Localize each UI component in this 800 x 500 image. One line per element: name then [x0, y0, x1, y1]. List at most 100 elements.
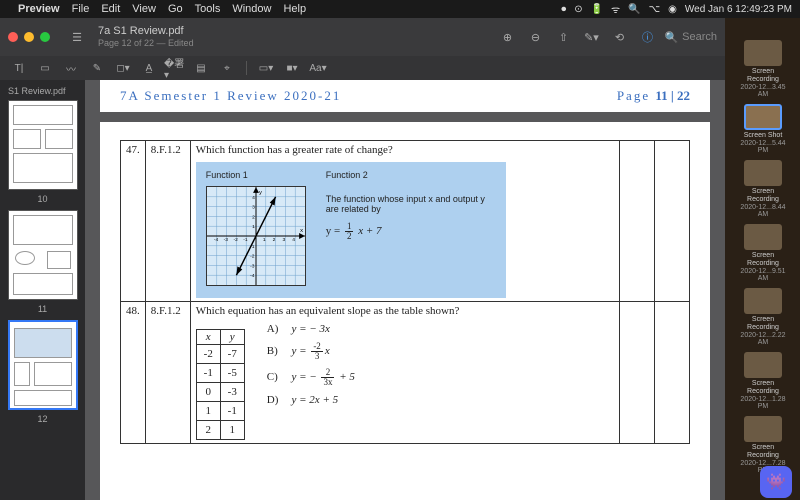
question-prompt: Which equation has an equivalent slope a…	[196, 305, 614, 317]
fullscreen-icon[interactable]	[40, 32, 50, 42]
svg-text:-4: -4	[214, 237, 219, 243]
svg-text:2: 2	[272, 237, 275, 243]
sidebar-title: S1 Review.pdf	[4, 84, 81, 100]
standard-code: 8.F.1.2	[145, 302, 190, 444]
fill-color-icon[interactable]: ■▾	[281, 59, 303, 77]
page-header-right-label: Page	[617, 88, 650, 103]
question-number: 47.	[121, 141, 146, 302]
svg-text:-2: -2	[250, 254, 255, 260]
loupe-icon[interactable]: ⌖	[216, 59, 238, 77]
menu-tools[interactable]: Tools	[195, 3, 221, 15]
svg-text:2: 2	[252, 214, 255, 220]
highlight-icon[interactable]: ✎▾	[580, 26, 602, 48]
function-label: Function 1	[206, 170, 306, 180]
svg-text:3: 3	[282, 237, 285, 243]
markup-icon[interactable]: ⓘ	[636, 26, 658, 48]
page-thumbnail[interactable]	[8, 210, 78, 300]
text-select-icon[interactable]: T|	[8, 59, 30, 77]
svg-text:4: 4	[252, 195, 255, 201]
page-thumbnail[interactable]	[8, 100, 78, 190]
font-style-icon[interactable]: Aa▾	[307, 59, 329, 77]
search-input[interactable]: Search	[682, 31, 717, 43]
menu-help[interactable]: Help	[283, 3, 306, 15]
draw-icon[interactable]: ✎	[86, 59, 108, 77]
window-title: 7a S1 Review.pdf	[98, 25, 194, 37]
menu-file[interactable]: File	[72, 3, 90, 15]
svg-text:-3: -3	[223, 237, 228, 243]
svg-text:4: 4	[292, 237, 295, 243]
spotlight-icon[interactable]: 🔍	[628, 4, 640, 15]
svg-text:y: y	[259, 190, 262, 196]
desktop-icons: Screen Recording2020-12...3.45 AM Screen…	[728, 40, 798, 474]
sidebar-toggle-icon[interactable]: ☰	[66, 26, 88, 48]
data-table: xy -2-7 -1-5 0-3 1-1 21	[196, 329, 245, 440]
desktop-file[interactable]: Screen Recording2020-12...2.22 AM	[739, 288, 787, 346]
zoom-out-icon[interactable]: ⊖	[524, 26, 546, 48]
menu-extra-icon[interactable]: ⏺	[561, 4, 566, 15]
markup-toolbar: T| ▭ 〰 ✎ ◻▾ A̲ �署▾ ▤ ⌖ ▭▾ ■▾ Aa▾	[0, 56, 725, 80]
desktop-file[interactable]: Screen Recording2020-12...3.45 AM	[739, 40, 787, 98]
preview-window: ☰ 7a S1 Review.pdf Page 12 of 22 — Edite…	[0, 18, 725, 500]
sketch-icon[interactable]: 〰	[60, 59, 82, 77]
border-color-icon[interactable]: ▭▾	[255, 59, 277, 77]
desktop: ☰ 7a S1 Review.pdf Page 12 of 22 — Edite…	[0, 18, 800, 500]
desktop-file[interactable]: Screen Recording2020-12...1.28 PM	[739, 352, 787, 410]
page-thumbnail[interactable]	[8, 320, 78, 410]
graph-grid: x y 1234 -1-2-3-4	[206, 186, 306, 286]
question-number: 48.	[121, 302, 146, 444]
thumbnail-number: 10	[4, 194, 81, 204]
rotate-icon[interactable]: ⟲	[608, 26, 630, 48]
shapes-icon[interactable]: ◻▾	[112, 59, 134, 77]
function-label: Function 2	[326, 170, 496, 180]
app-name[interactable]: Preview	[18, 3, 60, 15]
desktop-file[interactable]: Screen Recording2020-12...8.44 AM	[739, 160, 787, 218]
share-icon[interactable]: ⇧	[552, 26, 574, 48]
pdf-page: 47. 8.F.1.2 Which function has a greater…	[100, 122, 710, 500]
redact-icon[interactable]: ▭	[34, 59, 56, 77]
menu-view[interactable]: View	[132, 3, 156, 15]
menu-extra-icon[interactable]: 🔋	[591, 4, 603, 15]
page-header-right-num: 11 | 22	[655, 88, 690, 103]
note-icon[interactable]: ▤	[190, 59, 212, 77]
svg-text:-3: -3	[250, 263, 255, 269]
thumbnail-number: 12	[4, 414, 81, 424]
window-titlebar: ☰ 7a S1 Review.pdf Page 12 of 22 — Edite…	[0, 18, 725, 56]
menu-extra-icon[interactable]: ⊙	[574, 4, 582, 15]
svg-text:-1: -1	[243, 237, 248, 243]
standard-code: 8.F.1.2	[145, 141, 190, 302]
thumbnail-sidebar[interactable]: S1 Review.pdf 10 11	[0, 80, 85, 500]
page-header-left: 7A Semester 1 Review 2020-21	[120, 88, 341, 104]
clock[interactable]: Wed Jan 6 12:49:23 PM	[685, 4, 792, 15]
pdf-page: 7A Semester 1 Review 2020-21 Page 11 | 2…	[100, 80, 710, 112]
minimize-icon[interactable]	[24, 32, 34, 42]
document-area[interactable]: 7A Semester 1 Review 2020-21 Page 11 | 2…	[85, 80, 725, 500]
zoom-in-icon[interactable]: ⊕	[496, 26, 518, 48]
text-icon[interactable]: A̲	[138, 59, 160, 77]
discord-icon[interactable]: 👾	[760, 466, 792, 498]
sign-icon[interactable]: �署▾	[164, 59, 186, 77]
equation: y = 12 x + 7	[326, 222, 496, 241]
close-icon[interactable]	[8, 32, 18, 42]
menu-go[interactable]: Go	[168, 3, 183, 15]
svg-text:-4: -4	[250, 273, 255, 279]
svg-text:-1: -1	[250, 244, 255, 250]
window-subtitle: Page 12 of 22 — Edited	[98, 37, 194, 49]
control-center-icon[interactable]: ⌥	[649, 4, 661, 15]
menu-edit[interactable]: Edit	[101, 3, 120, 15]
system-menubar: Preview File Edit View Go Tools Window H…	[0, 0, 800, 18]
siri-icon[interactable]: ◉	[668, 4, 677, 15]
menu-window[interactable]: Window	[232, 3, 271, 15]
question-figure: Function 1	[196, 162, 506, 298]
svg-text:1: 1	[252, 224, 255, 230]
dock: 👾	[760, 466, 792, 498]
svg-text:x: x	[300, 228, 303, 234]
svg-text:3: 3	[252, 205, 255, 211]
svg-text:-2: -2	[233, 237, 238, 243]
desktop-file[interactable]: Screen Shot2020-12...5.44 PM	[739, 104, 787, 154]
wifi-icon[interactable]: ᯤ	[611, 2, 620, 16]
search-icon: 🔍	[664, 31, 678, 44]
answer-options: A) y = − 3x B) y = -23x C) y = − 23x + 5…	[267, 323, 355, 413]
desktop-file[interactable]: Screen Recording2020-12...9.51 AM	[739, 224, 787, 282]
svg-text:1: 1	[263, 237, 266, 243]
thumbnail-number: 11	[4, 304, 81, 314]
